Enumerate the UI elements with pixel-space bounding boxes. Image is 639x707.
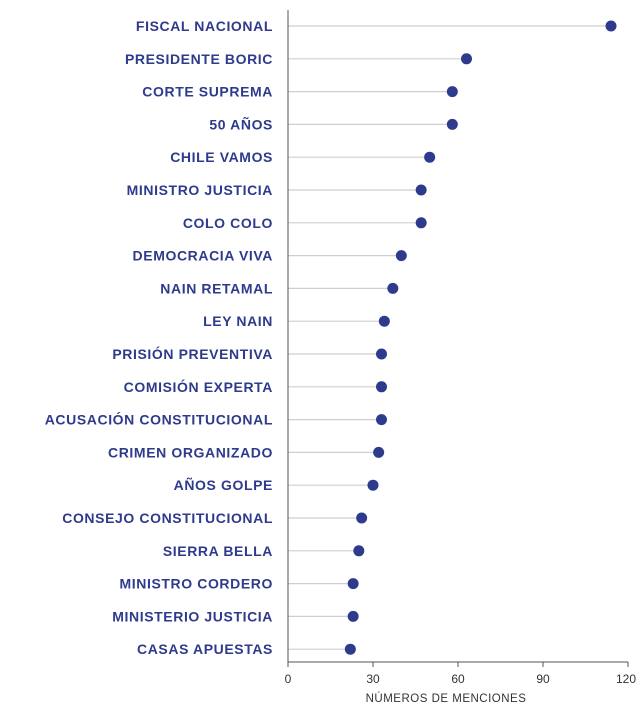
category-label-4: CHILE VAMOS [170,149,273,165]
category-label-3: 50 AÑOS [209,115,273,132]
data-point-0 [605,20,617,32]
category-label-1: PRESIDENTE BORIC [125,51,273,67]
data-point-17 [347,578,359,590]
data-point-16 [353,545,365,557]
data-point-12 [376,414,387,426]
category-label-18: MINISTERIO JUSTICIA [112,608,273,624]
data-point-3 [446,118,458,130]
x-tick-label-0: 0 [285,672,292,686]
category-label-0: FISCAL NACIONAL [136,18,273,34]
category-label-5: MINISTRO JUSTICIA [127,182,273,198]
x-axis-title: NÚMEROS DE MENCIONES [366,692,527,705]
data-point-5 [415,184,427,196]
data-point-4 [424,151,436,163]
data-point-14 [367,479,379,491]
category-label-8: NAIN RETAMAL [160,280,273,296]
data-point-10 [376,348,387,360]
category-label-19: CASAS APUESTAS [137,641,273,657]
data-point-2 [446,86,458,98]
data-point-11 [376,381,387,393]
data-point-18 [347,610,359,622]
category-label-7: DEMOCRACIA VIVA [133,248,273,264]
category-label-17: MINISTRO CORDERO [120,576,274,592]
data-point-19 [344,643,356,655]
data-point-1 [461,53,472,65]
dots-layer [344,20,617,655]
x-tick-label-2: 60 [451,672,465,686]
data-point-6 [415,217,427,229]
category-label-11: COMISIÓN EXPERTA [124,378,273,395]
x-axis: 0 30 60 90 120 [285,10,636,686]
x-tick-label-1: 30 [366,672,380,686]
stems-layer [288,25,611,650]
category-label-16: SIERRA BELLA [163,543,273,559]
data-point-7 [395,250,407,262]
category-label-15: CONSEJO CONSTITUCIONAL [62,510,273,526]
category-label-2: CORTE SUPREMA [142,84,273,100]
category-label-9: LEY NAIN [203,313,273,329]
x-ticks: 0 30 60 90 120 [285,662,636,686]
data-point-8 [387,282,399,294]
data-point-9 [378,315,390,327]
category-labels: FISCAL NACIONAL PRESIDENTE BORIC CORTE SUP… [45,18,273,657]
category-label-6: COLO COLO [183,215,273,231]
x-tick-label-3: 90 [536,672,550,686]
category-label-14: AÑOS GOLPE [174,476,273,493]
category-label-13: CRIMEN ORGANIZADO [108,444,273,460]
data-point-13 [373,446,385,458]
category-label-10: PRISIÓN PREVENTIVA [112,345,273,362]
x-tick-label-4: 120 [616,672,636,686]
category-label-12: ACUSACIÓN CONSTITUCIONAL [45,411,273,428]
data-point-15 [356,512,368,524]
